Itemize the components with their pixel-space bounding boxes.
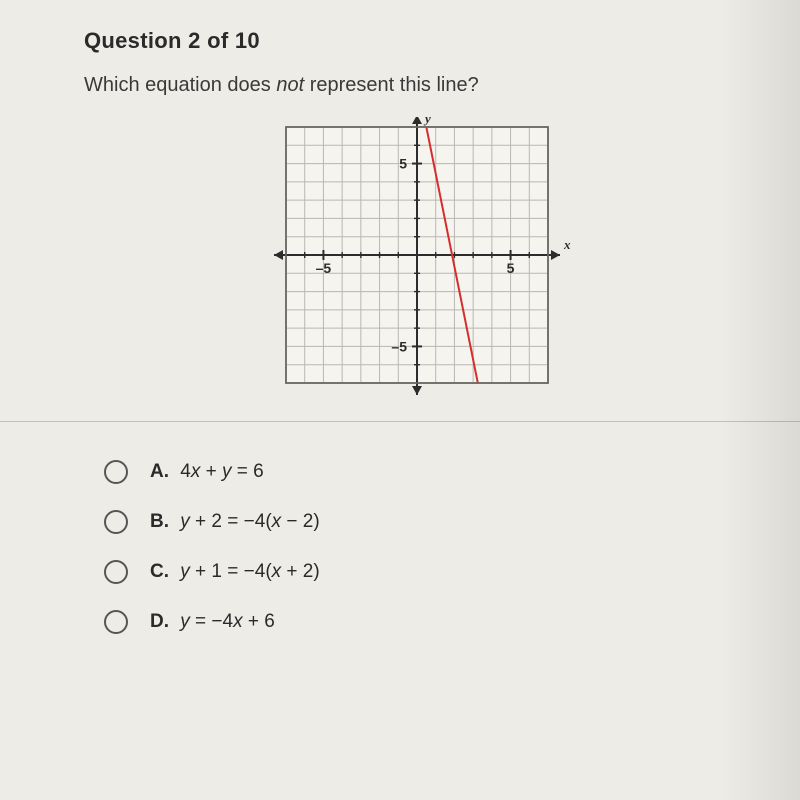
svg-text:–5: –5 (391, 338, 407, 354)
prompt-emphasis: not (276, 74, 304, 96)
option-b[interactable]: B. y + 2 = −4(x − 2) (104, 510, 750, 534)
option-d[interactable]: D. y = −4x + 6 (104, 610, 750, 634)
radio-button[interactable] (104, 560, 128, 584)
radio-button[interactable] (104, 610, 128, 634)
radio-button[interactable] (104, 510, 128, 534)
question-prompt: Which equation does not represent this l… (84, 74, 750, 97)
option-label: B. y + 2 = −4(x − 2) (150, 511, 320, 533)
coordinate-graph: –5 –5 5 5 x y (262, 117, 572, 399)
question-number: Question 2 of 10 (84, 28, 750, 54)
option-label: A. 4x + y = 6 (150, 461, 264, 483)
svg-text:5: 5 (399, 156, 407, 172)
svg-text:y: y (423, 117, 431, 126)
prompt-text-before: Which equation does (84, 74, 276, 96)
svg-text:–5: –5 (316, 260, 332, 276)
prompt-text-after: represent this line? (304, 74, 479, 96)
option-c[interactable]: C. y + 1 = −4(x + 2) (104, 560, 750, 584)
graph-svg: –5 –5 5 5 x y (262, 117, 572, 399)
radio-button[interactable] (104, 460, 128, 484)
graph-container: –5 –5 5 5 x y (84, 117, 750, 399)
option-label: D. y = −4x + 6 (150, 611, 275, 633)
option-label: C. y + 1 = −4(x + 2) (150, 561, 320, 583)
answer-options: A. 4x + y = 6 B. y + 2 = −4(x − 2) C. y + … (84, 422, 750, 634)
svg-text:5: 5 (507, 260, 515, 276)
svg-text:x: x (563, 237, 571, 252)
option-a[interactable]: A. 4x + y = 6 (104, 460, 750, 484)
